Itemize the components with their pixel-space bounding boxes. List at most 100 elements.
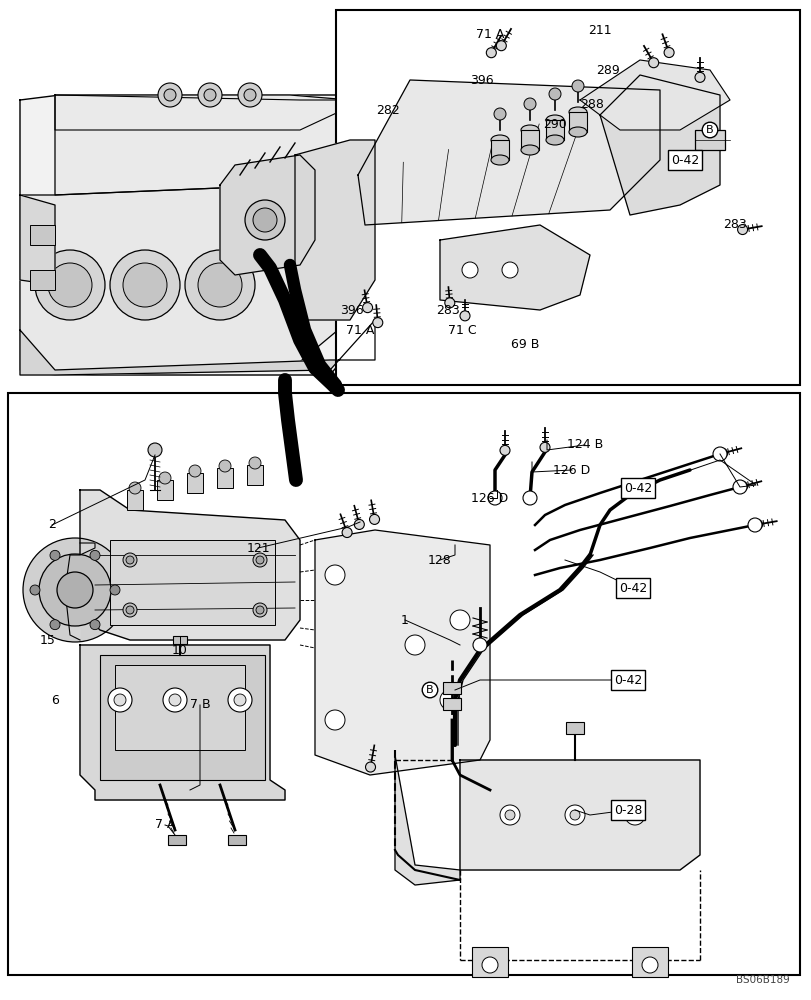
Bar	[443, 698, 461, 710]
Circle shape	[736, 225, 747, 235]
Circle shape	[341, 528, 352, 538]
Text: 128: 128	[427, 554, 451, 566]
Circle shape	[493, 108, 505, 120]
Circle shape	[752, 520, 762, 530]
Circle shape	[219, 460, 230, 472]
Circle shape	[405, 635, 424, 655]
Circle shape	[122, 553, 137, 567]
Circle shape	[185, 250, 255, 320]
Text: 71 A: 71 A	[475, 28, 504, 41]
Circle shape	[148, 443, 162, 457]
Circle shape	[39, 554, 111, 626]
Text: 282: 282	[375, 104, 399, 116]
Text: 126 D: 126 D	[471, 491, 508, 504]
Circle shape	[228, 688, 251, 712]
Circle shape	[169, 694, 181, 706]
Text: 15: 15	[40, 634, 56, 647]
Circle shape	[164, 89, 176, 101]
Circle shape	[747, 518, 761, 532]
Circle shape	[90, 620, 100, 630]
Circle shape	[372, 318, 382, 328]
Bar	[569, 112, 586, 132]
Circle shape	[50, 550, 60, 560]
Circle shape	[23, 538, 127, 642]
Polygon shape	[220, 155, 315, 275]
Polygon shape	[599, 75, 719, 215]
Bar	[228, 835, 246, 845]
Circle shape	[736, 481, 747, 491]
Text: 1: 1	[401, 613, 409, 626]
Polygon shape	[20, 195, 55, 285]
Text: 10: 10	[172, 644, 187, 656]
Text: 0-28: 0-28	[613, 804, 642, 816]
Bar	[100, 655, 264, 780]
Text: 290: 290	[543, 118, 566, 131]
Circle shape	[35, 250, 105, 320]
Polygon shape	[55, 95, 375, 130]
Bar	[491, 140, 508, 160]
Circle shape	[159, 472, 171, 484]
Ellipse shape	[569, 127, 586, 137]
Polygon shape	[460, 760, 699, 870]
Circle shape	[253, 603, 267, 617]
Circle shape	[482, 957, 497, 973]
Ellipse shape	[491, 155, 508, 165]
Circle shape	[732, 480, 746, 494]
Circle shape	[548, 88, 560, 100]
Circle shape	[255, 606, 264, 614]
Polygon shape	[80, 645, 285, 800]
Circle shape	[90, 550, 100, 560]
Text: 283: 283	[723, 219, 746, 232]
Polygon shape	[315, 530, 489, 775]
Bar	[565, 722, 583, 734]
Circle shape	[109, 585, 120, 595]
Polygon shape	[55, 95, 350, 195]
Circle shape	[624, 805, 644, 825]
Circle shape	[571, 80, 583, 92]
Circle shape	[245, 200, 285, 240]
Circle shape	[486, 48, 496, 58]
Bar	[247, 465, 263, 485]
Circle shape	[648, 58, 658, 68]
Text: 0-42: 0-42	[613, 674, 642, 686]
Text: 7 A: 7 A	[155, 818, 175, 832]
Bar	[443, 682, 461, 694]
Circle shape	[449, 610, 470, 630]
Bar	[157, 480, 173, 500]
Circle shape	[539, 442, 549, 452]
Polygon shape	[294, 140, 375, 320]
Ellipse shape	[569, 107, 586, 117]
Polygon shape	[440, 225, 590, 310]
Bar	[127, 490, 143, 510]
Bar	[168, 835, 186, 845]
Circle shape	[50, 620, 60, 630]
Ellipse shape	[521, 145, 539, 155]
Circle shape	[363, 303, 372, 313]
Bar	[30, 225, 55, 245]
Circle shape	[122, 263, 167, 307]
Circle shape	[500, 805, 519, 825]
Bar	[8, 393, 799, 975]
Bar	[521, 130, 539, 150]
Bar	[631, 947, 667, 977]
Circle shape	[234, 694, 246, 706]
Circle shape	[109, 250, 180, 320]
Text: 0-42: 0-42	[623, 482, 651, 494]
Circle shape	[354, 519, 364, 529]
Text: 6: 6	[51, 694, 59, 706]
Bar	[471, 947, 508, 977]
Polygon shape	[20, 140, 350, 375]
Circle shape	[57, 572, 93, 608]
Circle shape	[461, 262, 478, 278]
Circle shape	[712, 447, 726, 461]
Bar	[187, 473, 203, 493]
Bar	[109, 540, 275, 625]
Text: 7 B: 7 B	[190, 698, 210, 712]
Circle shape	[198, 83, 221, 107]
Text: 69 B: 69 B	[510, 338, 539, 352]
Circle shape	[243, 89, 255, 101]
Text: 124 B: 124 B	[566, 438, 603, 452]
Text: B: B	[706, 125, 713, 135]
Text: 0-42: 0-42	[670, 153, 698, 166]
Text: 0-42: 0-42	[618, 582, 646, 594]
